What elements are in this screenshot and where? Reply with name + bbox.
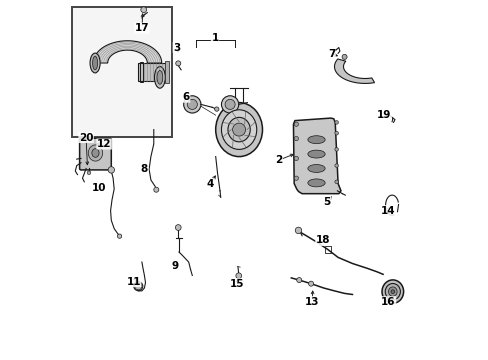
Text: 1: 1 [211, 33, 218, 43]
Circle shape [141, 7, 146, 13]
Text: 12: 12 [97, 139, 111, 149]
Ellipse shape [224, 99, 235, 109]
Circle shape [134, 283, 142, 290]
Circle shape [232, 123, 245, 136]
Circle shape [108, 167, 114, 173]
Circle shape [334, 131, 338, 135]
Text: 5: 5 [323, 197, 330, 207]
Ellipse shape [307, 165, 325, 172]
Circle shape [87, 171, 91, 175]
Ellipse shape [227, 117, 250, 142]
Text: 9: 9 [171, 261, 179, 271]
Text: 20: 20 [79, 132, 93, 143]
Ellipse shape [215, 103, 262, 157]
Ellipse shape [221, 110, 256, 149]
Bar [72, 7, 172, 137]
Circle shape [175, 61, 181, 66]
Text: 15: 15 [229, 279, 244, 289]
Bar [140, 62, 142, 82]
Circle shape [296, 278, 301, 283]
Circle shape [294, 136, 298, 141]
Ellipse shape [157, 71, 163, 84]
Ellipse shape [221, 96, 238, 113]
Ellipse shape [381, 280, 403, 303]
Ellipse shape [183, 96, 201, 113]
Polygon shape [293, 118, 340, 194]
Text: 11: 11 [126, 276, 141, 287]
Ellipse shape [307, 150, 325, 158]
Ellipse shape [90, 53, 100, 73]
Ellipse shape [187, 99, 197, 109]
Bar [165, 61, 168, 83]
Ellipse shape [307, 136, 325, 144]
Circle shape [334, 180, 338, 184]
Text: 10: 10 [91, 183, 106, 193]
Text: 17: 17 [134, 23, 149, 33]
Ellipse shape [92, 149, 99, 157]
Circle shape [334, 164, 338, 167]
Text: 7: 7 [327, 49, 335, 59]
Circle shape [175, 225, 181, 230]
Ellipse shape [387, 287, 396, 296]
Text: 18: 18 [315, 235, 329, 246]
Circle shape [294, 122, 298, 126]
Text: 4: 4 [206, 179, 214, 189]
Text: 2: 2 [275, 155, 282, 165]
Bar [325, 246, 330, 253]
Ellipse shape [385, 284, 400, 300]
Circle shape [294, 156, 298, 161]
Circle shape [308, 281, 313, 286]
Text: 14: 14 [380, 206, 394, 216]
Text: 19: 19 [376, 110, 390, 120]
Circle shape [214, 107, 219, 111]
Text: 16: 16 [381, 297, 395, 307]
Text: 8: 8 [141, 164, 148, 174]
Text: 13: 13 [305, 297, 319, 307]
Circle shape [235, 273, 241, 279]
Circle shape [342, 54, 346, 59]
FancyBboxPatch shape [80, 138, 111, 170]
Circle shape [295, 227, 301, 234]
Circle shape [153, 187, 159, 192]
Bar [138, 63, 167, 81]
Circle shape [334, 148, 338, 151]
Text: 3: 3 [173, 42, 180, 53]
Polygon shape [334, 59, 374, 84]
Polygon shape [93, 41, 162, 63]
Circle shape [334, 121, 338, 124]
Ellipse shape [307, 179, 325, 187]
Ellipse shape [92, 56, 98, 70]
Ellipse shape [154, 67, 165, 88]
Ellipse shape [390, 290, 394, 293]
Circle shape [294, 176, 298, 180]
Text: 6: 6 [182, 92, 189, 102]
Circle shape [117, 234, 122, 238]
Ellipse shape [88, 145, 102, 161]
